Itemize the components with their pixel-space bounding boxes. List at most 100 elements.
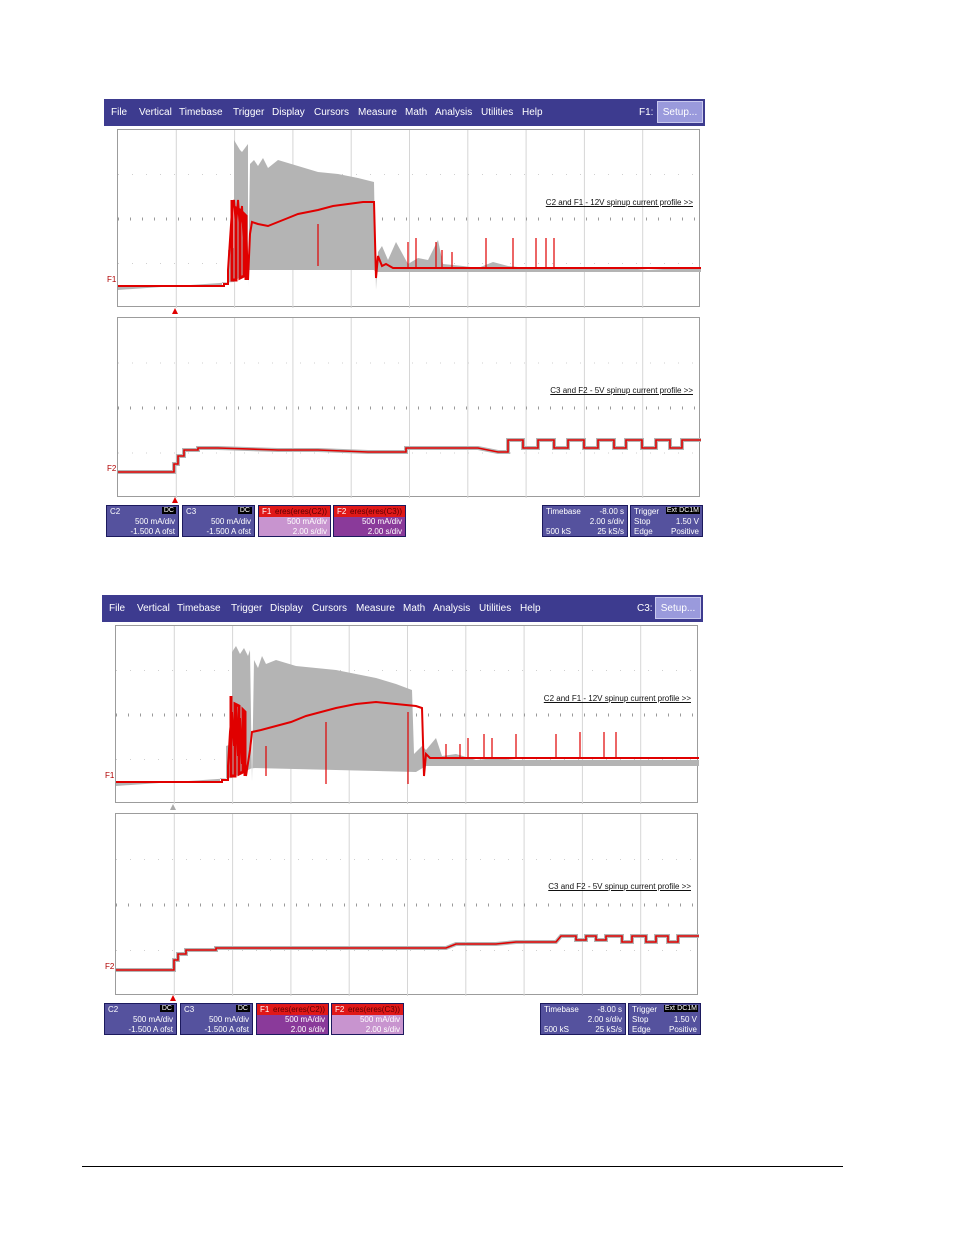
math-box-f2[interactable]: F2 eres(eres(C3)) 500 mA/div 2.00 s/div [333,505,406,537]
trace-marker-f2: F2 [107,464,117,473]
vertical-offset: -1.500 A ofst [130,527,175,536]
channel-box-c3[interactable]: C3 DC 500 mA/div -1.500 A ofst [180,1003,253,1035]
grid-svg [116,814,699,996]
trace-marker-f2: F2 [105,962,115,971]
timebase-div: 2.00 s/div [587,1015,622,1024]
trigger-box[interactable]: Trigger Ext DC1M Stop 1.50 V Edge Positi… [630,505,703,537]
trigger-type: Edge [634,527,653,536]
math-formula: eres(eres(C3)) [350,507,403,516]
scope-screenshot-1: File Vertical Timebase Trigger Display C… [104,99,705,541]
sample-rate: 25 kS/s [597,527,624,536]
timebase-delay: -8.00 s [599,507,624,516]
menu-analysis[interactable]: Analysis [435,107,473,118]
trigger-slope: Positive [668,1025,697,1034]
menu-help[interactable]: Help [520,603,541,614]
grid-svg [118,318,701,498]
menu-vertical[interactable]: Vertical [137,603,170,614]
trigger-mode: Stop [634,517,651,526]
math-formula: eres(eres(C2)) [275,507,328,516]
math-box-f1[interactable]: F1 eres(eres(C2)) 500 mA/div 2.00 s/div [256,1003,329,1035]
menu-math[interactable]: Math [403,603,426,614]
menu-cursors[interactable]: Cursors [314,107,350,118]
menu-timebase[interactable]: Timebase [179,107,223,118]
trace-marker-f1: F1 [107,275,117,284]
timebase-div: 2.00 s/div [589,517,624,526]
menu-bar: File Vertical Timebase Trigger Display C… [102,595,703,622]
menu-vertical[interactable]: Vertical [139,107,172,118]
channel-box-c2[interactable]: C2 DC 500 mA/div -1.500 A ofst [104,1003,177,1035]
time-scale: 2.00 s/div [292,527,327,536]
menu-timebase[interactable]: Timebase [177,603,221,614]
trigger-box[interactable]: Trigger Ext DC1M Stop 1.50 V Edge Positi… [628,1003,701,1035]
trace-red-spikes-f1 [265,712,617,784]
grid-panel-top: C2 and F1 - 12V spinup current profile >… [115,625,699,804]
menu-analysis[interactable]: Analysis [433,603,471,614]
menu-utilities[interactable]: Utilities [479,603,512,614]
channel-name: C3 [184,1005,195,1014]
trigger-label: Trigger [634,507,660,516]
timebase-box[interactable]: Timebase -8.00 s 2.00 s/div 500 kS 25 kS… [540,1003,626,1035]
vertical-offset: -1.500 A ofst [128,1025,173,1034]
vertical-offset: -1.500 A ofst [206,527,251,536]
menu-file[interactable]: File [111,107,128,118]
vertical-scale: 500 mA/div [361,517,402,526]
timebase-label: Timebase [546,507,581,516]
coupling-badge: DC [237,507,252,514]
active-channel-label: C3: [637,603,653,614]
trace-marker-f1: F1 [105,771,115,780]
trigger-level: 1.50 V [673,1015,697,1024]
scope-screenshot-2: File Vertical Timebase Trigger Display C… [102,595,703,1037]
grid-lines [116,814,699,996]
trigger-label: Trigger [632,1005,658,1014]
math-box-f1[interactable]: F1 eres(eres(C2)) 500 mA/div 2.00 s/div [258,505,331,537]
sample-count: 500 kS [544,1025,569,1034]
trigger-position-arrow [170,995,176,1001]
menu-display[interactable]: Display [272,107,305,118]
trigger-coupling-badge: DC1M [678,507,700,514]
channel-box-c2[interactable]: C2 DC 500 mA/div -1.500 A ofst [106,505,179,537]
menu-cursors[interactable]: Cursors [312,603,348,614]
coupling-badge: DC [161,507,176,514]
panel-annotation: C3 and F2 - 5V spinup current profile >> [548,882,691,891]
trigger-mode: Stop [632,1015,649,1024]
vertical-scale: 500 mA/div [284,1015,325,1024]
grid-lines [118,130,701,308]
math-name: F1 [260,1005,270,1014]
trigger-coupling-badge: DC1M [676,1005,698,1012]
menu-help[interactable]: Help [522,107,543,118]
menu-file[interactable]: File [109,603,126,614]
time-scale: 2.00 s/div [367,527,402,536]
footer-rule [82,1166,843,1167]
vertical-scale: 500 mA/div [210,517,251,526]
menu-display[interactable]: Display [270,603,303,614]
channel-box-c3[interactable]: C3 DC 500 mA/div -1.500 A ofst [182,505,255,537]
vertical-scale: 500 mA/div [286,517,327,526]
menu-measure[interactable]: Measure [358,107,397,118]
channel-name: C2 [110,507,121,516]
sample-rate: 25 kS/s [595,1025,622,1034]
menu-math[interactable]: Math [405,107,428,118]
channel-name: C3 [186,507,197,516]
vertical-offset: -1.500 A ofst [204,1025,249,1034]
math-box-f2[interactable]: F2 eres(eres(C3)) 500 mA/div 2.00 s/div [331,1003,404,1035]
vertical-scale: 500 mA/div [132,1015,173,1024]
grid-svg [116,626,699,804]
setup-button[interactable]: Setup... [655,597,701,619]
vertical-scale: 500 mA/div [208,1015,249,1024]
menu-trigger[interactable]: Trigger [233,107,265,118]
menu-bar: File Vertical Timebase Trigger Display C… [104,99,705,126]
menu-utilities[interactable]: Utilities [481,107,514,118]
timebase-box[interactable]: Timebase -8.00 s 2.00 s/div 500 kS 25 kS… [542,505,628,537]
sample-count: 500 kS [546,527,571,536]
panel-annotation: C2 and F1 - 12V spinup current profile >… [545,198,693,207]
setup-button[interactable]: Setup... [657,101,703,123]
trace-red-burst-f1 [230,200,248,282]
trace-red-line-f2 [116,935,699,971]
grid-panel-bottom: C3 and F2 - 5V spinup current profile >> [115,813,699,996]
timebase-label: Timebase [544,1005,579,1014]
trace-red-burst-f1 [229,696,247,778]
menu-trigger[interactable]: Trigger [231,603,263,614]
menu-measure[interactable]: Measure [356,603,395,614]
panel-annotation: C3 and F2 - 5V spinup current profile >> [550,386,693,395]
coupling-badge: DC [159,1005,174,1012]
